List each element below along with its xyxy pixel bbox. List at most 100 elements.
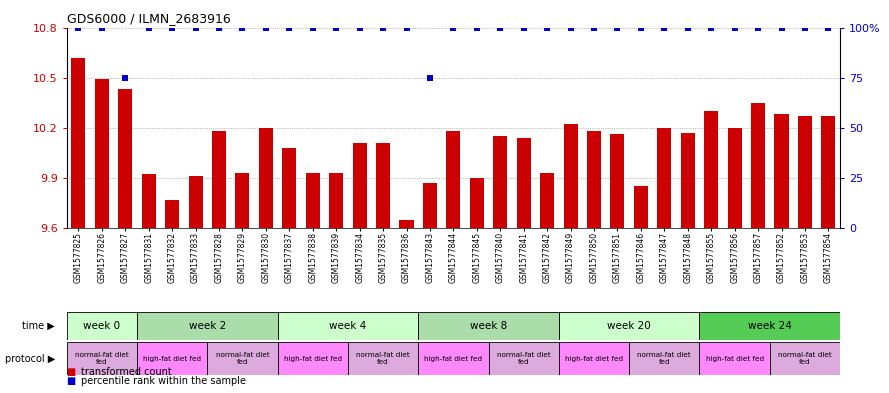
Text: week 0: week 0	[84, 321, 120, 331]
Bar	[681, 133, 695, 228]
Point	[141, 24, 156, 31]
Point	[797, 24, 812, 31]
Bar	[727, 128, 741, 228]
Bar	[259, 128, 273, 228]
Point	[259, 24, 273, 31]
Point	[188, 24, 203, 31]
Bar	[423, 183, 437, 228]
Bar	[559, 312, 700, 340]
Point	[236, 24, 250, 31]
Text: GDS6000 / ILMN_2683916: GDS6000 / ILMN_2683916	[67, 12, 230, 25]
Text: normal-fat diet
fed: normal-fat diet fed	[75, 352, 129, 365]
Point	[282, 24, 296, 31]
Point	[634, 24, 648, 31]
Bar	[376, 143, 390, 228]
Bar	[469, 178, 484, 228]
Text: normal-fat diet
fed: normal-fat diet fed	[215, 352, 269, 365]
Bar	[137, 342, 207, 375]
Point	[165, 24, 180, 31]
Bar	[118, 89, 132, 228]
Point	[306, 24, 320, 31]
Bar	[798, 116, 812, 228]
Bar	[634, 186, 648, 228]
Text: time ▶: time ▶	[22, 321, 55, 331]
Text: week 20: week 20	[607, 321, 651, 331]
Bar	[700, 342, 770, 375]
Point	[71, 24, 85, 31]
Bar	[353, 143, 366, 228]
Text: week 4: week 4	[329, 321, 366, 331]
Bar	[95, 79, 108, 228]
Bar	[821, 116, 836, 228]
Text: normal-fat diet
fed: normal-fat diet fed	[778, 352, 832, 365]
Point	[751, 24, 765, 31]
Point	[704, 24, 718, 31]
Bar	[629, 342, 700, 375]
Text: transformed count: transformed count	[81, 367, 172, 377]
Bar	[212, 131, 226, 228]
Text: high-fat diet fed: high-fat diet fed	[706, 356, 764, 362]
Bar	[277, 312, 418, 340]
Bar	[517, 138, 531, 228]
Text: ■: ■	[67, 367, 79, 377]
Bar	[751, 103, 765, 228]
Bar	[236, 173, 250, 228]
Point	[212, 24, 226, 31]
Bar	[71, 58, 85, 228]
Point	[821, 24, 836, 31]
Text: percentile rank within the sample: percentile rank within the sample	[81, 376, 246, 386]
Bar	[559, 342, 629, 375]
Point	[587, 24, 601, 31]
Point	[564, 24, 578, 31]
Bar	[418, 312, 559, 340]
Point	[376, 24, 390, 31]
Text: protocol ▶: protocol ▶	[4, 354, 55, 364]
Bar	[283, 148, 296, 228]
Text: high-fat diet fed: high-fat diet fed	[284, 356, 342, 362]
Point	[657, 24, 671, 31]
Bar	[277, 342, 348, 375]
Bar	[657, 128, 671, 228]
Point	[423, 75, 437, 81]
Bar	[587, 131, 601, 228]
Bar	[137, 312, 277, 340]
Point	[446, 24, 461, 31]
Point	[353, 24, 367, 31]
Bar	[67, 342, 137, 375]
Bar	[348, 342, 418, 375]
Point	[681, 24, 695, 31]
Bar	[306, 173, 320, 228]
Bar	[564, 125, 578, 228]
Text: week 24: week 24	[748, 321, 792, 331]
Point	[493, 24, 508, 31]
Bar	[399, 220, 413, 228]
Text: normal-fat diet
fed: normal-fat diet fed	[356, 352, 410, 365]
Bar	[704, 111, 718, 228]
Text: normal-fat diet
fed: normal-fat diet fed	[497, 352, 550, 365]
Text: normal-fat diet
fed: normal-fat diet fed	[637, 352, 692, 365]
Point	[517, 24, 531, 31]
Bar	[774, 114, 789, 228]
Bar	[141, 174, 156, 228]
Bar	[489, 342, 559, 375]
Text: high-fat diet fed: high-fat diet fed	[143, 356, 201, 362]
Point	[399, 24, 413, 31]
Bar	[188, 176, 203, 228]
Text: week 8: week 8	[470, 321, 507, 331]
Point	[727, 24, 741, 31]
Bar	[207, 342, 277, 375]
Bar	[67, 312, 137, 340]
Point	[329, 24, 343, 31]
Bar	[165, 200, 180, 228]
Point	[774, 24, 789, 31]
Point	[95, 24, 109, 31]
Bar	[446, 131, 461, 228]
Bar	[770, 342, 840, 375]
Point	[611, 24, 625, 31]
Point	[469, 24, 484, 31]
Point	[540, 24, 554, 31]
Bar	[611, 134, 624, 228]
Text: ■: ■	[67, 376, 79, 386]
Point	[118, 75, 132, 81]
Text: high-fat diet fed: high-fat diet fed	[565, 356, 623, 362]
